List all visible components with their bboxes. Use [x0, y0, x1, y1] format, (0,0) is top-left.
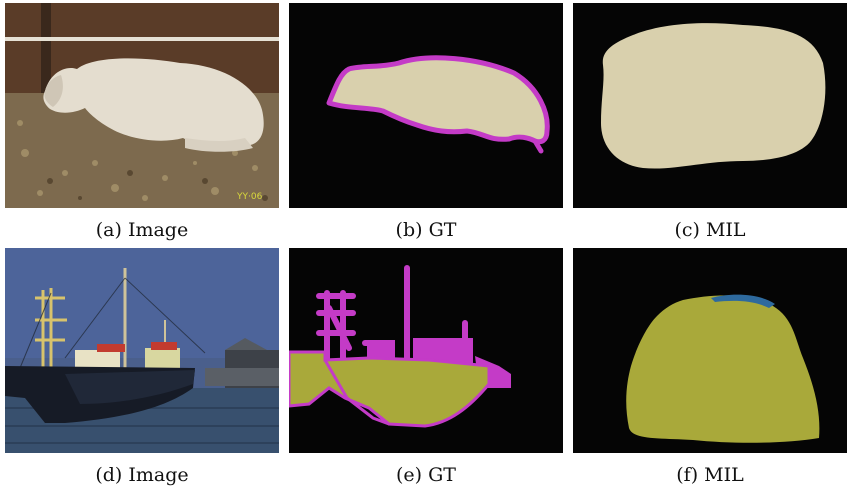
- caption-f: (f) MIL: [676, 464, 744, 486]
- caption-a: (a) Image: [95, 219, 189, 241]
- svg-text:YY·06: YY·06: [236, 192, 263, 202]
- caption-d: (d) Image: [95, 464, 189, 486]
- boats-ground-truth-mask: [289, 248, 563, 453]
- sheep-photo: YY·06: [5, 3, 279, 208]
- boats-mil-prediction: [573, 248, 847, 453]
- caption-e: (e) GT: [396, 464, 456, 486]
- boats-photo: [5, 248, 279, 453]
- sheep-ground-truth-mask: [289, 3, 563, 208]
- caption-b: (b) GT: [395, 219, 457, 241]
- sheep-mil-prediction: [573, 3, 847, 208]
- caption-c: (c) MIL: [674, 219, 746, 241]
